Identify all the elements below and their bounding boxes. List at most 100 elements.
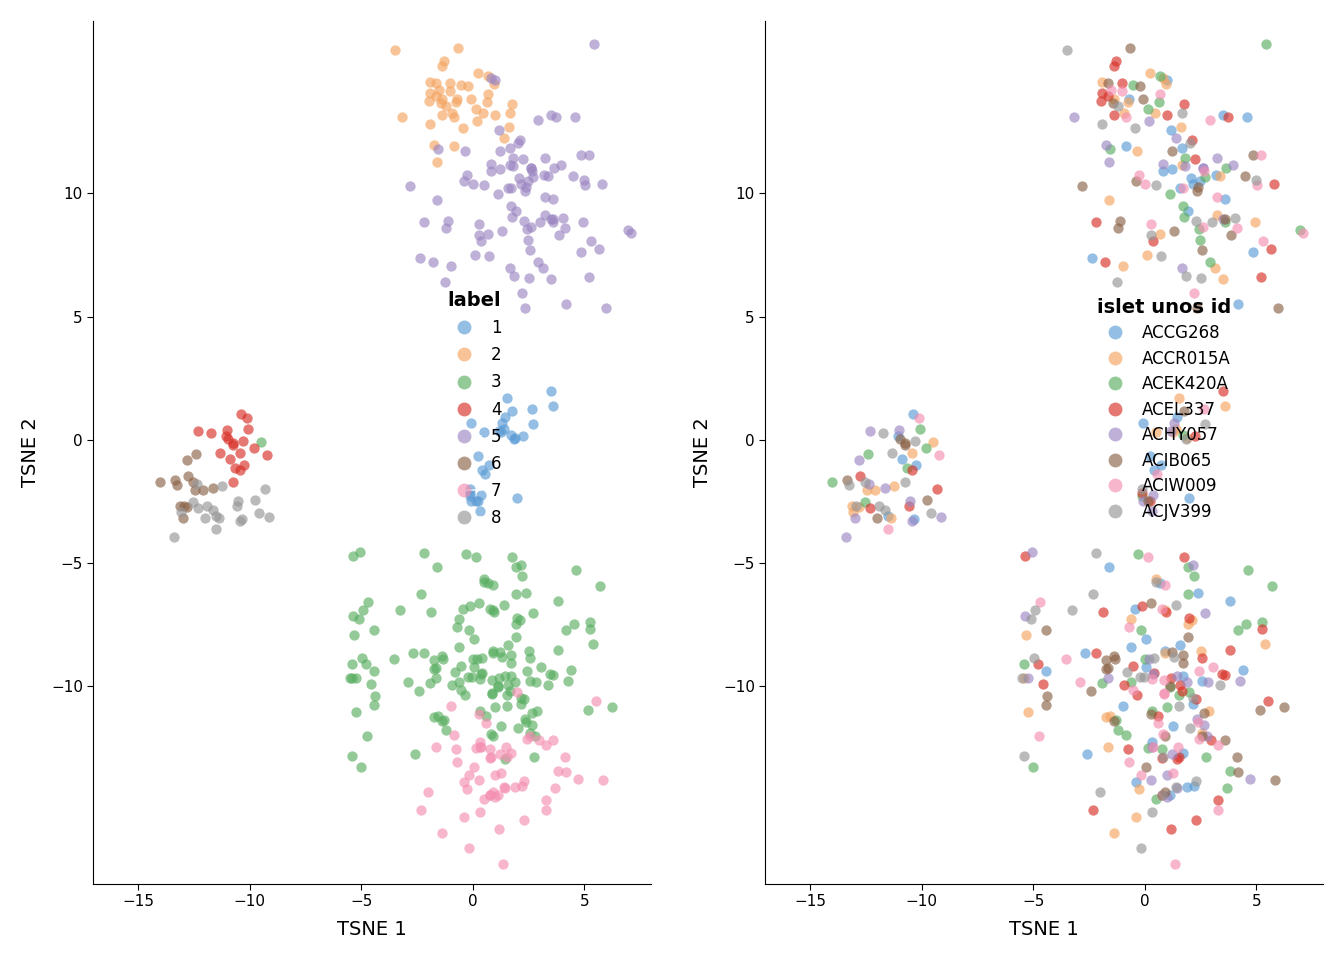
ACCG268 [1035, 663, 1056, 679]
5 [527, 112, 548, 128]
3 [452, 602, 473, 617]
ACIW009 [1070, 674, 1091, 689]
3 [341, 670, 363, 685]
3 [466, 652, 488, 667]
5 [555, 221, 577, 236]
7 [496, 749, 517, 764]
ACEK420A [896, 461, 918, 476]
3 [473, 574, 495, 589]
ACJV399 [1189, 271, 1211, 286]
ACEL337 [1082, 803, 1103, 818]
ACHY057 [1138, 113, 1160, 129]
3 [473, 571, 495, 587]
5 [620, 226, 641, 241]
ACCG268 [1169, 180, 1191, 196]
5 [555, 296, 577, 311]
6 [164, 472, 185, 488]
ACEK420A [1116, 727, 1137, 742]
5 [491, 224, 512, 239]
ACCG268 [1242, 244, 1263, 259]
5 [517, 232, 539, 248]
ACCR015A [1145, 424, 1167, 440]
3 [468, 595, 489, 611]
ACEL337 [926, 481, 948, 496]
4 [233, 458, 254, 473]
ACCR015A [1176, 430, 1198, 445]
ACJV399 [1107, 98, 1129, 113]
ACJV399 [1144, 650, 1165, 665]
3 [442, 677, 464, 692]
ACCG268 [1219, 593, 1241, 609]
ACEL337 [1144, 665, 1165, 681]
5 [534, 167, 555, 182]
5 [570, 244, 591, 259]
2 [448, 40, 469, 56]
ACEK420A [1236, 562, 1258, 577]
ACIB065 [1187, 179, 1208, 194]
ACEL337 [1032, 677, 1054, 692]
3 [460, 598, 481, 613]
ACHY057 [1185, 711, 1207, 727]
ACCG268 [1120, 639, 1141, 655]
ACEL337 [1169, 678, 1191, 693]
ACIW009 [1101, 83, 1122, 98]
ACCG268 [903, 406, 925, 421]
ACJV399 [921, 505, 942, 520]
3 [480, 601, 501, 616]
ACEL337 [1251, 270, 1273, 285]
5 [552, 210, 574, 226]
3 [505, 586, 527, 601]
3 [513, 691, 535, 707]
3 [515, 585, 536, 600]
ACEL337 [1214, 667, 1235, 683]
3 [496, 698, 517, 713]
3 [349, 544, 371, 560]
5 [399, 179, 421, 194]
ACCG268 [1176, 779, 1198, 794]
5 [427, 141, 449, 156]
3 [521, 706, 543, 721]
5 [489, 161, 511, 177]
5 [454, 143, 476, 158]
5 [511, 285, 532, 300]
ACEL337 [1179, 610, 1200, 625]
2 [457, 79, 478, 94]
ACJV399 [1091, 117, 1113, 132]
5 [543, 160, 564, 176]
7 [544, 780, 566, 796]
7 [468, 772, 489, 787]
2 [466, 113, 488, 129]
ACCR015A [1165, 421, 1187, 437]
ACHY057 [1181, 557, 1203, 572]
ACIB065 [1095, 652, 1117, 667]
5 [589, 241, 610, 256]
3 [462, 632, 484, 647]
5 [551, 157, 573, 173]
ACIB065 [1177, 629, 1199, 644]
ACCR015A [1245, 215, 1266, 230]
ACIB065 [1187, 300, 1208, 316]
2 [439, 84, 461, 99]
ACJV399 [1106, 275, 1128, 290]
4 [231, 433, 253, 448]
1 [496, 391, 517, 406]
3 [523, 749, 544, 764]
ACIB065 [1234, 168, 1255, 183]
ACCG268 [1113, 698, 1134, 713]
ACCG268 [1172, 745, 1193, 760]
5 [503, 150, 524, 165]
3 [456, 546, 477, 562]
7 [547, 763, 569, 779]
5 [484, 72, 505, 87]
5 [595, 300, 617, 316]
7 [462, 759, 484, 775]
ACCR015A [1125, 810, 1146, 826]
5 [579, 270, 601, 285]
X-axis label: TSNE 1: TSNE 1 [1009, 921, 1079, 939]
ACCR015A [1212, 271, 1234, 286]
4 [228, 463, 250, 478]
7 [536, 803, 558, 818]
3 [526, 674, 547, 689]
6 [149, 474, 171, 490]
ACJV399 [1179, 135, 1200, 151]
